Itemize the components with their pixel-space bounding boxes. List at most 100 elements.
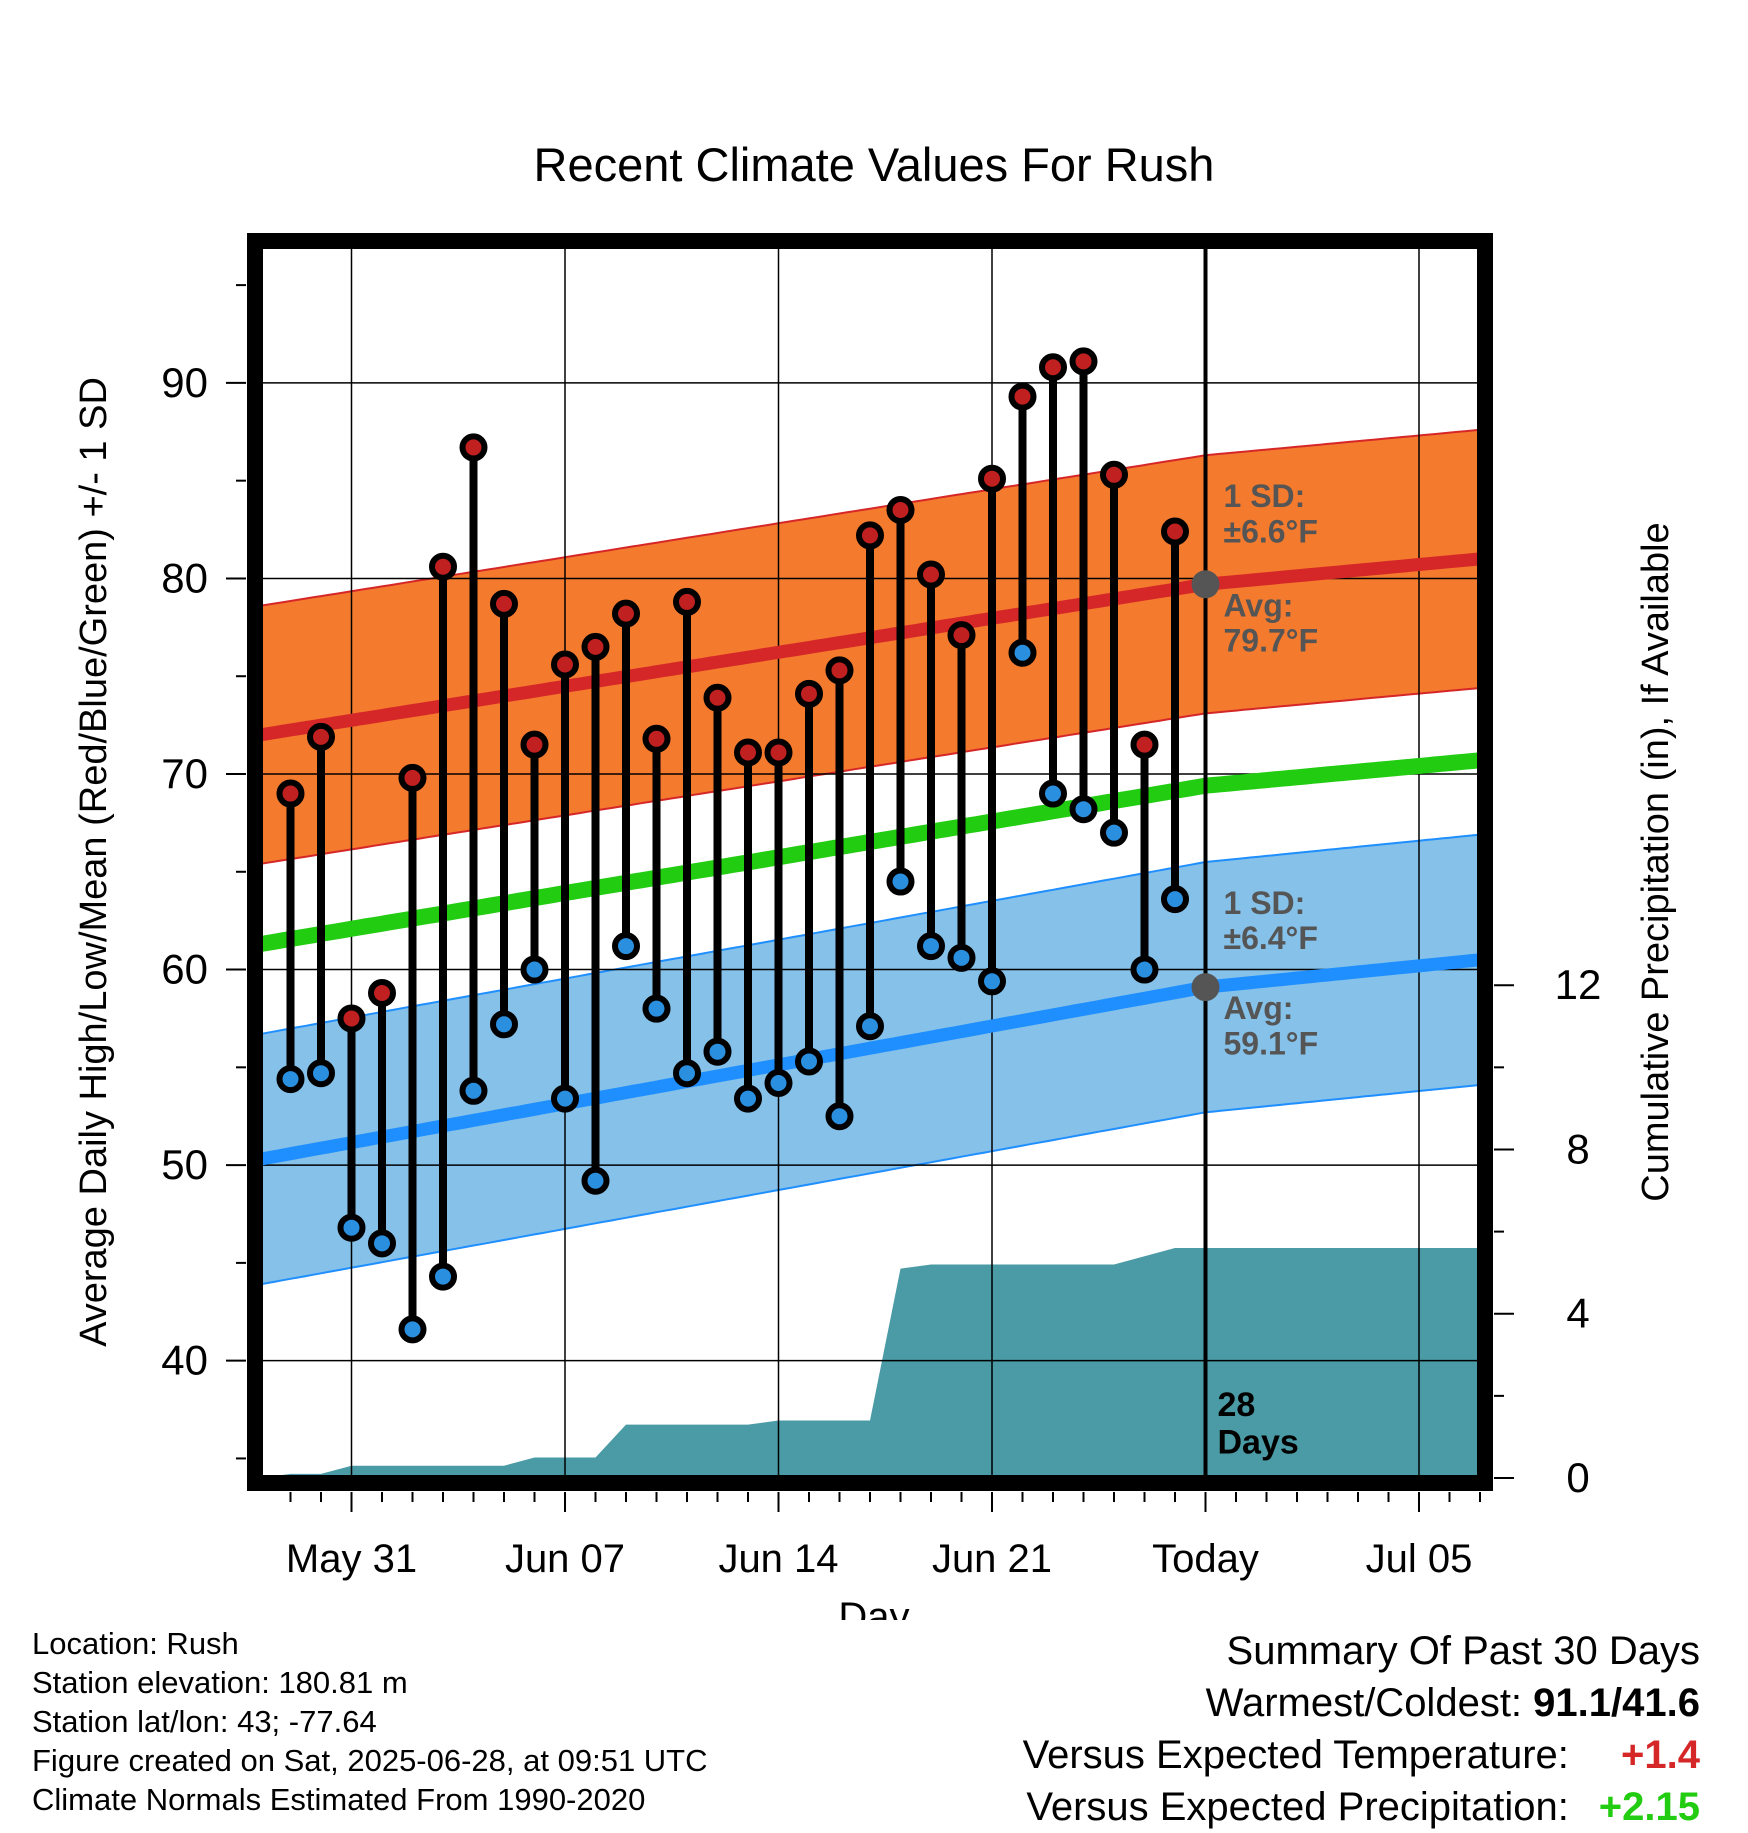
low-sd-label: 1 SD: ±6.4°F xyxy=(1224,885,1318,956)
high-point xyxy=(673,587,701,616)
y-tick-label: 80 xyxy=(161,554,208,601)
high-point xyxy=(1039,353,1067,382)
low-point xyxy=(490,1010,518,1039)
latlon-text: Station lat/lon: 43; -77.64 xyxy=(32,1704,377,1739)
low-point xyxy=(734,1084,762,1113)
low-point xyxy=(703,1037,732,1066)
high-sd-label: 1 SD: ±6.6°F xyxy=(1224,478,1318,549)
low-point xyxy=(459,1076,488,1105)
y2-tick-label: 4 xyxy=(1566,1290,1589,1337)
precip-row: Versus Expected Precipitation: +2.15 xyxy=(1023,1781,1700,1833)
low-point xyxy=(520,955,549,984)
high-point xyxy=(307,722,335,751)
y2-tick-label: 12 xyxy=(1555,961,1602,1008)
x-axis-label: Day xyxy=(838,1595,909,1620)
x-tick-label: May 31 xyxy=(286,1537,417,1581)
temp-label: Versus Expected Temperature: xyxy=(1022,1733,1569,1777)
low-point xyxy=(917,932,945,961)
warm-cold-value: 91.1/41.6 xyxy=(1533,1681,1700,1725)
low-point xyxy=(947,943,976,972)
y-tick-label: 40 xyxy=(161,1337,208,1384)
y-axis-label: Average Daily High/Low/Mean (Red/Blue/Gr… xyxy=(73,377,115,1347)
warm-cold-label: Warmest/Coldest: xyxy=(1205,1681,1523,1725)
low-avg-marker xyxy=(1191,973,1220,1002)
high-point xyxy=(734,738,762,767)
high-point xyxy=(1130,730,1159,759)
high-point xyxy=(276,779,305,808)
high-point xyxy=(459,433,488,462)
high-point xyxy=(612,599,640,628)
plot-area xyxy=(260,246,1480,1478)
low-point xyxy=(307,1059,335,1088)
low-point xyxy=(795,1047,823,1076)
high-point xyxy=(1008,382,1037,411)
low-point xyxy=(1069,795,1098,824)
low-point xyxy=(398,1315,427,1344)
high-point xyxy=(856,521,884,550)
precip-label: Versus Expected Precipitation: xyxy=(1026,1785,1569,1829)
high-point xyxy=(1161,517,1189,546)
high-point xyxy=(337,1004,366,1033)
high-point xyxy=(429,552,457,581)
high-point xyxy=(703,683,732,712)
high-point xyxy=(886,496,915,524)
high-point xyxy=(642,724,671,753)
low-point xyxy=(673,1059,701,1088)
low-point xyxy=(1039,779,1067,808)
summary-panel: Summary Of Past 30 Days Warmest/Coldest:… xyxy=(1023,1625,1700,1833)
low-avg-label: Avg: 59.1°F xyxy=(1224,990,1319,1061)
low-point xyxy=(581,1166,610,1195)
low-point xyxy=(368,1229,396,1258)
high-point xyxy=(551,650,579,679)
elevation-text: Station elevation: 180.81 m xyxy=(32,1665,408,1700)
y-tick-label: 70 xyxy=(161,750,208,797)
y2-tick-label: 8 xyxy=(1566,1125,1589,1172)
created-text: Figure created on Sat, 2025-06-28, at 09… xyxy=(32,1743,708,1778)
high-point xyxy=(947,621,976,650)
x-tick-label: Jun 14 xyxy=(718,1537,838,1581)
high-point xyxy=(825,656,854,685)
low-point xyxy=(429,1262,457,1291)
low-point xyxy=(978,967,1006,996)
low-point xyxy=(856,1012,884,1041)
high-point xyxy=(398,763,427,792)
warm-cold-row: Warmest/Coldest: 91.1/41.6 xyxy=(1023,1677,1700,1729)
high-point xyxy=(368,979,396,1008)
y-tick-label: 60 xyxy=(161,946,208,993)
window-days-label: 28 Days xyxy=(1218,1386,1299,1461)
x-tick-label: Jun 21 xyxy=(932,1537,1052,1581)
high-sd-edge-0 xyxy=(260,428,1480,607)
temp-value: +1.4 xyxy=(1621,1733,1700,1777)
low-point xyxy=(1161,885,1189,914)
low-point xyxy=(642,994,671,1023)
low-point xyxy=(1130,955,1159,984)
y2-axis-label: Cumulative Precipitation (in), If Availa… xyxy=(1635,522,1677,1201)
chart-title: Recent Climate Values For Rush xyxy=(534,138,1215,191)
low-point xyxy=(612,932,640,961)
low-point xyxy=(764,1068,793,1097)
high-point xyxy=(978,464,1006,493)
low-point xyxy=(825,1102,854,1131)
precip-value: +2.15 xyxy=(1598,1785,1700,1829)
high-point xyxy=(917,560,945,589)
high-point xyxy=(795,679,823,708)
low-normal-line xyxy=(260,953,1480,1166)
high-point xyxy=(1100,460,1128,489)
low-point xyxy=(1100,818,1128,847)
climate-chart: 1 SD: ±6.6°F Avg: 79.7°F 1 SD: ±6.4°F Avg: 59.1… xyxy=(73,138,1677,1620)
low-point xyxy=(551,1084,579,1113)
high-point xyxy=(581,632,610,661)
location-text: Location: Rush xyxy=(32,1626,239,1661)
high-point xyxy=(1069,347,1098,376)
x-tick-label: Jun 07 xyxy=(505,1537,625,1581)
x-tick-label: Today xyxy=(1152,1537,1259,1581)
station-info: Location: Rush Station elevation: 180.81… xyxy=(32,1624,708,1819)
y-tick-label: 90 xyxy=(161,359,208,406)
high-avg-marker xyxy=(1191,570,1220,599)
high-avg-label: Avg: 79.7°F xyxy=(1224,587,1319,658)
high-point xyxy=(490,589,518,618)
x-tick-label: Jul 05 xyxy=(1366,1537,1473,1581)
plot-frame xyxy=(247,233,1493,1491)
low-point xyxy=(337,1213,366,1242)
normals-text: Climate Normals Estimated From 1990-2020 xyxy=(32,1782,646,1817)
